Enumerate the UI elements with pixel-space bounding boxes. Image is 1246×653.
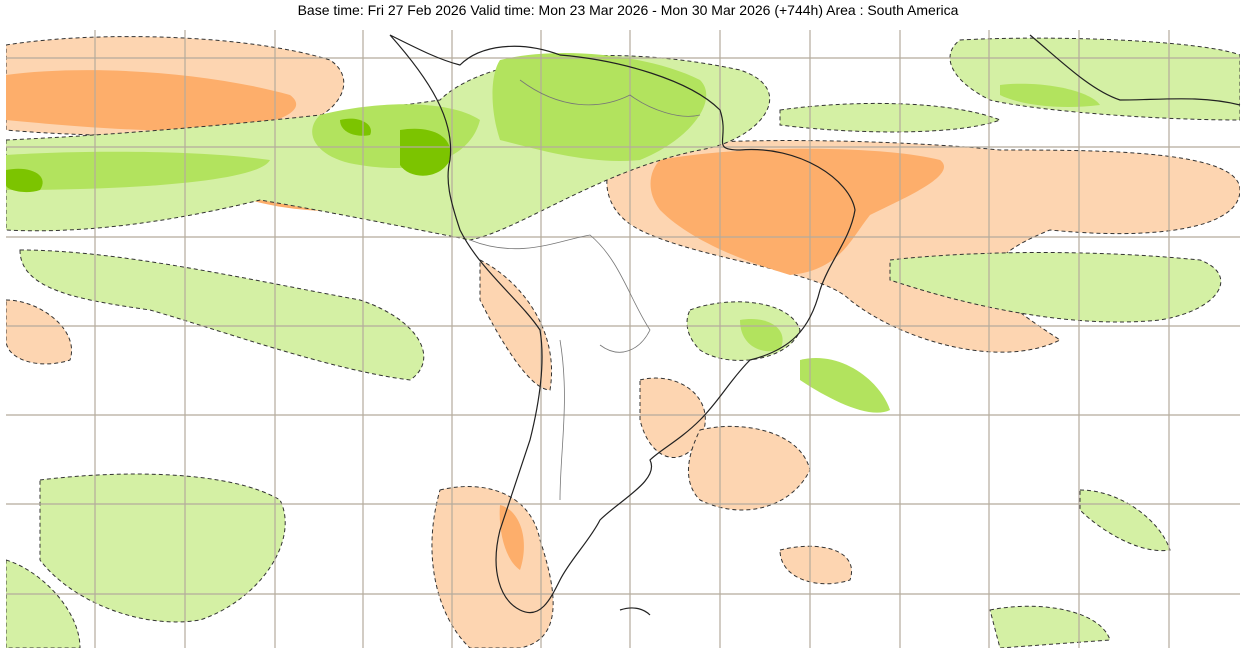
coastline — [389, 34, 1241, 616]
borders — [469, 79, 701, 501]
anomaly-fields — [6, 36, 1240, 648]
graticule — [6, 30, 1240, 648]
map-title: Base time: Fri 27 Feb 2026 Valid time: M… — [297, 2, 959, 18]
wet-strong — [6, 118, 451, 193]
